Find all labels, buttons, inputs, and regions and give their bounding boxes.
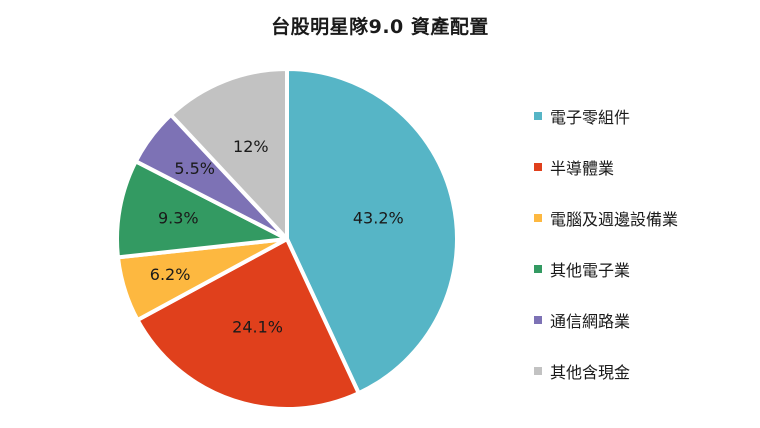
legend-label: 半導體業: [550, 158, 615, 178]
legend-label: 電腦及週邊設備業: [550, 209, 679, 229]
data-label-5: 5.5%: [174, 159, 215, 178]
legend-swatch: [534, 264, 542, 273]
legend-swatch: [534, 315, 542, 324]
legend-label: 其他電子業: [550, 260, 631, 280]
legend-swatch: [534, 213, 542, 222]
legend-label: 通信網路業: [550, 311, 631, 331]
legend-item-3: 電腦及週邊設備業: [534, 192, 754, 243]
legend-swatch: [534, 366, 542, 375]
legend-label: 其他含現金: [550, 362, 631, 382]
legend-swatch: [534, 162, 542, 171]
legend-item-5: 通信網路業: [534, 294, 754, 345]
pie-slice-2: [135, 237, 361, 411]
legend-item-6: 其他含現金: [534, 345, 754, 396]
data-label-4: 9.3%: [158, 208, 199, 227]
pie-slice-1: [285, 67, 459, 396]
data-label-6: 12%: [233, 137, 269, 156]
pie-slice-4: [115, 159, 289, 260]
legend-item-4: 其他電子業: [534, 243, 754, 294]
data-label-2: 24.1%: [232, 317, 283, 336]
legend-item-2: 半導體業: [534, 141, 754, 192]
legend: 電子零組件半導體業電腦及週邊設備業 其他電子業通信網路業其他含現金: [534, 90, 754, 396]
data-label-3: 6.2%: [150, 265, 191, 284]
pie-slice-6: [168, 67, 289, 241]
legend-label: 電子零組件: [550, 107, 631, 127]
chart-title: 台股明星隊9.0 資產配置: [271, 16, 489, 38]
pie-slices: [115, 67, 459, 411]
data-label-1: 43.2%: [353, 208, 404, 227]
legend-item-1: 電子零組件: [534, 90, 754, 141]
legend-swatch: [534, 111, 542, 120]
pie-data-labels: 43.2% 24.1% 6.2% 9.3% 5.5% 12%: [150, 137, 404, 336]
